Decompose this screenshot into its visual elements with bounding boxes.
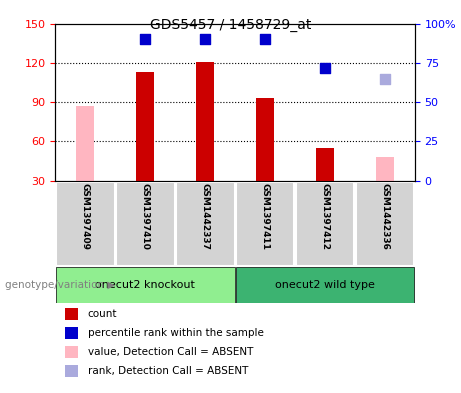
Text: GSM1442337: GSM1442337: [201, 184, 210, 250]
Bar: [116, 182, 175, 266]
Text: genotype/variation ▶: genotype/variation ▶: [5, 280, 115, 290]
Text: GDS5457 / 1458729_at: GDS5457 / 1458729_at: [150, 18, 311, 32]
Text: percentile rank within the sample: percentile rank within the sample: [88, 328, 264, 338]
Text: GSM1397411: GSM1397411: [260, 184, 270, 250]
Bar: [136, 72, 154, 181]
Bar: [355, 182, 414, 266]
Text: GSM1397410: GSM1397410: [141, 184, 150, 250]
Point: [321, 64, 329, 71]
Bar: [376, 157, 394, 181]
Bar: [296, 182, 355, 266]
Text: onecut2 knockout: onecut2 knockout: [95, 280, 195, 290]
Bar: [76, 106, 94, 181]
Text: GSM1397412: GSM1397412: [320, 184, 330, 250]
Bar: [65, 365, 78, 377]
Text: count: count: [88, 309, 117, 319]
Point: [201, 36, 209, 42]
Bar: [176, 182, 235, 266]
Bar: [65, 327, 78, 339]
Bar: [65, 308, 78, 320]
Bar: [196, 62, 214, 181]
Point: [381, 75, 389, 82]
Bar: [65, 346, 78, 358]
Point: [142, 36, 149, 42]
Text: GSM1442336: GSM1442336: [380, 184, 390, 250]
Bar: [316, 148, 334, 181]
Text: onecut2 wild type: onecut2 wild type: [275, 280, 375, 290]
Bar: [56, 267, 235, 303]
Bar: [56, 182, 115, 266]
Text: GSM1397409: GSM1397409: [81, 184, 90, 250]
Bar: [236, 267, 414, 303]
Bar: [256, 98, 274, 181]
Text: rank, Detection Call = ABSENT: rank, Detection Call = ABSENT: [88, 366, 248, 376]
Bar: [236, 182, 295, 266]
Point: [261, 36, 269, 42]
Text: value, Detection Call = ABSENT: value, Detection Call = ABSENT: [88, 347, 253, 357]
